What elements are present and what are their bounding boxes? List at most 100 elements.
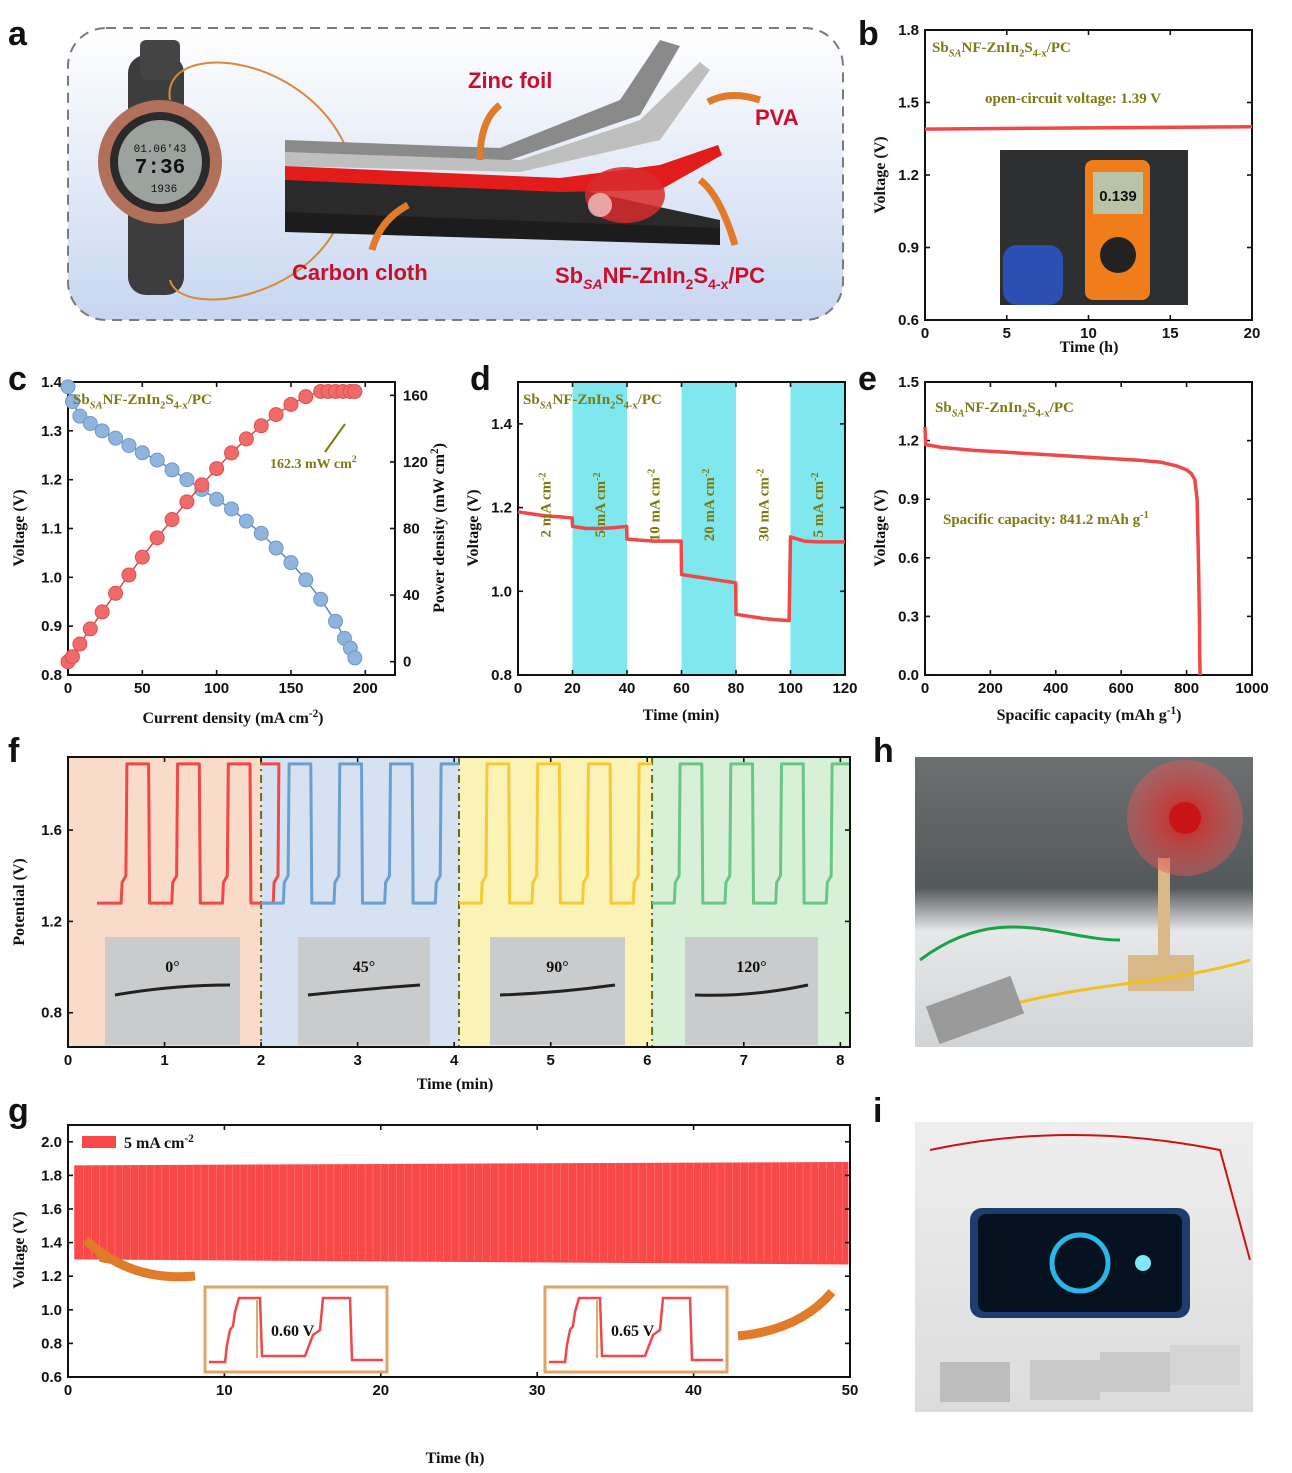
x-tick-label: 0 [64,680,72,697]
meter-readout: 0.139 [1099,188,1137,205]
title-part: SA [540,401,553,412]
y-axis-label: Voltage (V) [872,136,889,213]
y-tick-label: 1.2 [491,500,512,517]
current-band [681,382,736,675]
y-tick-label: 1.0 [41,1302,62,1319]
y-tick-label: 0.9 [898,491,919,508]
text-sup: -1 [1140,510,1149,521]
zoom-inset: 0.60 V [203,1285,389,1374]
arrow-pva [706,92,762,106]
photo-h-fan-demo [915,757,1253,1047]
y-tick-label: 0.9 [41,618,62,635]
y-tick-label: 0.0 [898,667,919,684]
watch-line3: 1936 [151,184,177,196]
y-tick-label: 1.8 [41,1167,62,1184]
zoom-inset: 0.65 V [543,1285,729,1374]
title-part: SA [952,409,965,420]
voltage-point [179,472,195,488]
x-tick-label: 0 [514,680,522,697]
y-tick-label: 1.4 [41,1235,63,1252]
text-end: ) [1176,707,1181,724]
x-tick-label: 400 [1043,680,1068,697]
text-sup: -2 [755,469,766,477]
bend-photo-wire [114,983,231,997]
current-band [790,382,845,675]
title-part: /PC [187,392,212,408]
text-main: 162.3 mW cm [270,457,352,472]
y-tick-label: 1.2 [898,433,919,450]
label-pva: PVA [755,105,799,130]
x-tick-label: 30 [529,1382,546,1399]
segment-label: 5 mA cm-2 [810,473,827,538]
x-tick-label: 0 [921,325,929,342]
inset-line [209,1296,383,1364]
panel-label-c: c [8,360,27,398]
watch-line1: 01.06'43 [134,144,187,156]
panel-a-schematic: 01.06'43 7:36 1936 Zinc foil PVA Carbon … [67,27,844,321]
chart-c-title: SbSANF-ZnIn2S4-x/PC [73,392,212,412]
voltage-point [82,416,98,432]
discharge-line [923,426,1202,676]
x-tick-label: 60 [673,680,690,697]
panel-label-d: d [470,360,491,398]
segment-label: 10 mA cm-2 [646,469,663,542]
title-part: /PC [1049,400,1074,416]
title-part: S [165,392,173,408]
x-tick-label: 1 [160,1052,168,1069]
cycling-line [652,762,850,905]
title-part: 2 [610,401,615,412]
segment-label: 5 mA cm-2 [592,473,609,538]
plot-frame [67,1124,851,1378]
label-zinc-foil: Zinc foil [468,68,552,93]
bend-angle-label: 90° [546,959,568,976]
title-part: SA [90,401,103,412]
title-part: S [1024,40,1032,56]
y-tick-label: 1.0 [41,569,62,586]
segment-label: 20 mA cm-2 [701,469,718,542]
inset-gap-label: 0.60 V [271,1323,315,1340]
text-sup: -2 [309,708,319,720]
y-tick-label: 1.6 [41,1201,62,1218]
title-part: /PC [1046,40,1071,56]
text-sup: -1 [1167,705,1177,717]
title-part: /PC [637,392,662,408]
text-end: ) [431,443,448,448]
y2-tick-label: 40 [403,587,420,604]
inset-gap-label: 0.65 V [611,1323,655,1340]
y-axis-label: Potential (V) [11,858,28,946]
x-tick-label: 20 [1244,325,1261,342]
x-tick-label: 100 [204,680,229,697]
title-part: Sb [73,392,90,408]
voltage-point [72,408,88,424]
y-tick-label: 1.1 [41,521,62,538]
chart-e: 0 200 400 600 800 1000 0.0 0.3 0.6 0.9 1.2 1.5 SbSAN… [872,374,1269,724]
capacity-annotation: Spacific capacity: 841.2 mAh g-1 [943,510,1149,528]
voltage-point [121,437,137,453]
legend-swatch [82,1136,116,1148]
power-point [253,418,269,434]
chart-b-title: SbSANF-ZnIn2S4-x/PC [932,40,1071,60]
rate-line [517,510,845,623]
meter-dial [1100,237,1136,273]
text-main: Spacific capacity (mAh g [997,707,1167,724]
chart-b: 0 5 10 15 20 0.6 0.9 1.2 1.5 1.8 SbSANF-ZnIn2S4-x/… [872,22,1260,356]
y-tick-label: 0.6 [898,312,919,329]
voltage-point [164,462,180,478]
power-point [149,530,165,546]
voltage-point [347,650,363,666]
title-part: NF-ZnIn [962,40,1020,56]
panel-label-f: f [8,732,20,770]
text-main: 5 mA cm [593,480,609,537]
text-main: 2 mA cm [538,480,554,537]
voltage-point [283,555,299,571]
power-point [82,621,98,637]
ocv-annotation: open-circuit voltage: 1.39 V [985,91,1161,107]
voltage-point [328,613,344,629]
inset-frame [203,1285,389,1374]
x-tick-label: 20 [372,1382,389,1399]
x-tick-label: 100 [778,680,803,697]
x-tick-label: 80 [728,680,745,697]
arrow-zinc [476,102,503,161]
text-main: 5 mA cm [811,480,827,537]
x-tick-label: 8 [836,1052,844,1069]
